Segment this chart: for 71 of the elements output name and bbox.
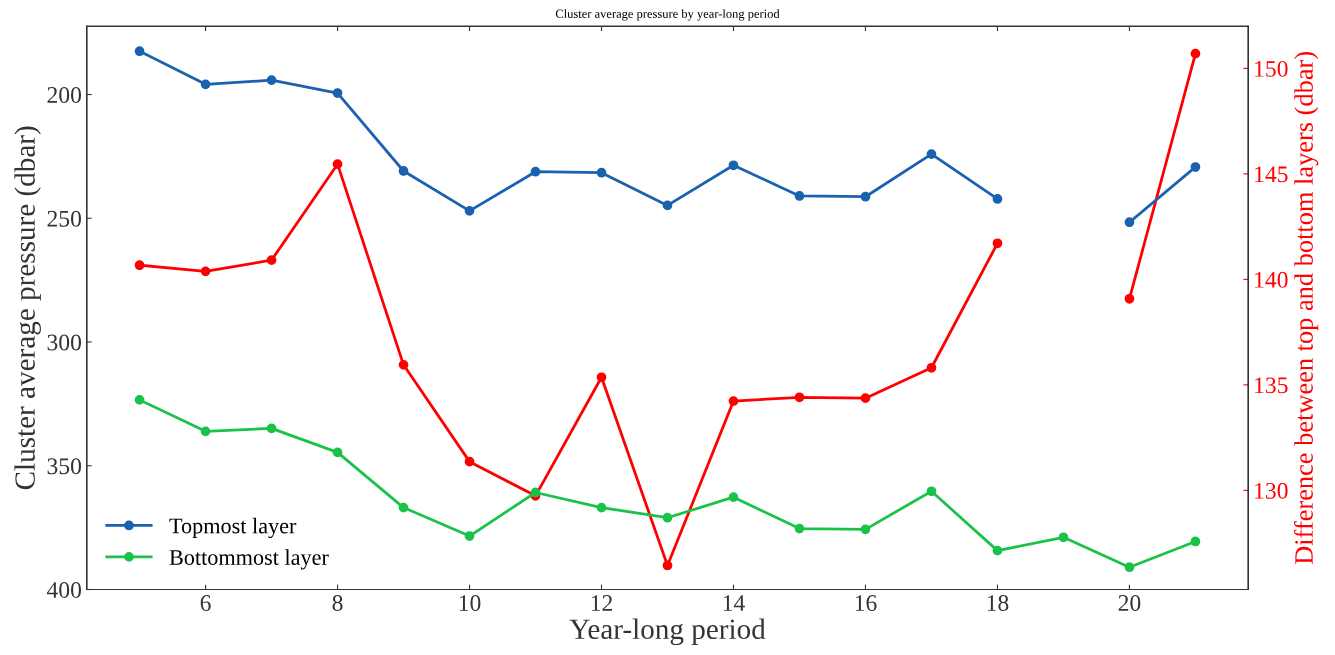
x-tick-label: 18	[987, 595, 1009, 611]
point	[398, 359, 409, 370]
y-tick-label: 400	[46, 581, 82, 598]
point	[992, 194, 1003, 204]
point	[1124, 562, 1135, 573]
point	[332, 447, 343, 458]
point	[794, 191, 805, 201]
point	[1124, 217, 1135, 228]
point	[794, 392, 805, 403]
point	[662, 560, 673, 571]
y-tick-label: 200	[47, 87, 82, 103]
chart-title: Cluster average pressure by year-long period	[555, 9, 780, 21]
point	[530, 166, 541, 177]
y-tick-label: 300	[47, 334, 82, 351]
point	[860, 524, 871, 535]
point	[860, 393, 871, 404]
point	[200, 79, 211, 90]
point	[794, 523, 805, 534]
point	[728, 160, 739, 171]
y2-tick-label: 135	[1255, 377, 1288, 394]
point	[200, 266, 211, 277]
point	[134, 46, 145, 57]
point	[728, 396, 739, 406]
y2-tick-label: 130	[1255, 482, 1288, 499]
point	[332, 88, 343, 98]
point	[926, 486, 937, 497]
x-tick-label: 12	[591, 595, 613, 611]
point	[266, 255, 277, 266]
point	[266, 423, 277, 434]
x-tick-label: 10	[459, 595, 481, 611]
point	[860, 191, 871, 202]
y-axis-title: Cluster average pressure (dbar)	[14, 126, 41, 490]
y2-axis-title: Difference between top and bottom layers (dbar)	[1294, 52, 1319, 565]
x-tick-label: 20	[1118, 595, 1141, 611]
y2-tick-label: 145	[1255, 166, 1288, 183]
point	[992, 238, 1003, 249]
point	[1190, 536, 1201, 547]
point	[596, 502, 607, 513]
point	[596, 372, 607, 383]
y-tick-label: 350	[47, 458, 82, 475]
x-tick-label: 16	[855, 595, 877, 611]
point	[1190, 162, 1201, 172]
point	[464, 205, 475, 216]
point	[926, 149, 937, 160]
x-axis-title: Year-long period	[569, 618, 766, 646]
point	[926, 362, 937, 373]
point	[332, 159, 343, 170]
point	[464, 456, 475, 467]
x-tick-label: 14	[723, 595, 745, 611]
point	[662, 512, 673, 523]
point	[398, 502, 409, 513]
point	[1124, 293, 1135, 304]
point	[266, 75, 277, 86]
y-tick-label: 250	[47, 210, 82, 227]
y2-tick-label: 140	[1255, 271, 1288, 288]
x-tick-label: 6	[200, 595, 211, 611]
point	[1058, 532, 1069, 543]
point	[398, 166, 409, 176]
point	[134, 395, 145, 405]
point	[1190, 48, 1201, 59]
legend-label: Topmost layer	[169, 517, 297, 539]
point	[464, 531, 475, 541]
point	[200, 426, 211, 437]
point	[992, 545, 1003, 556]
x-tick-label: 8	[332, 595, 343, 611]
y2-tick-label: 150	[1255, 60, 1288, 77]
point	[596, 167, 607, 178]
point	[134, 260, 145, 271]
legend-label: Bottommost layer	[169, 549, 329, 570]
point	[728, 492, 739, 503]
point	[662, 200, 673, 211]
